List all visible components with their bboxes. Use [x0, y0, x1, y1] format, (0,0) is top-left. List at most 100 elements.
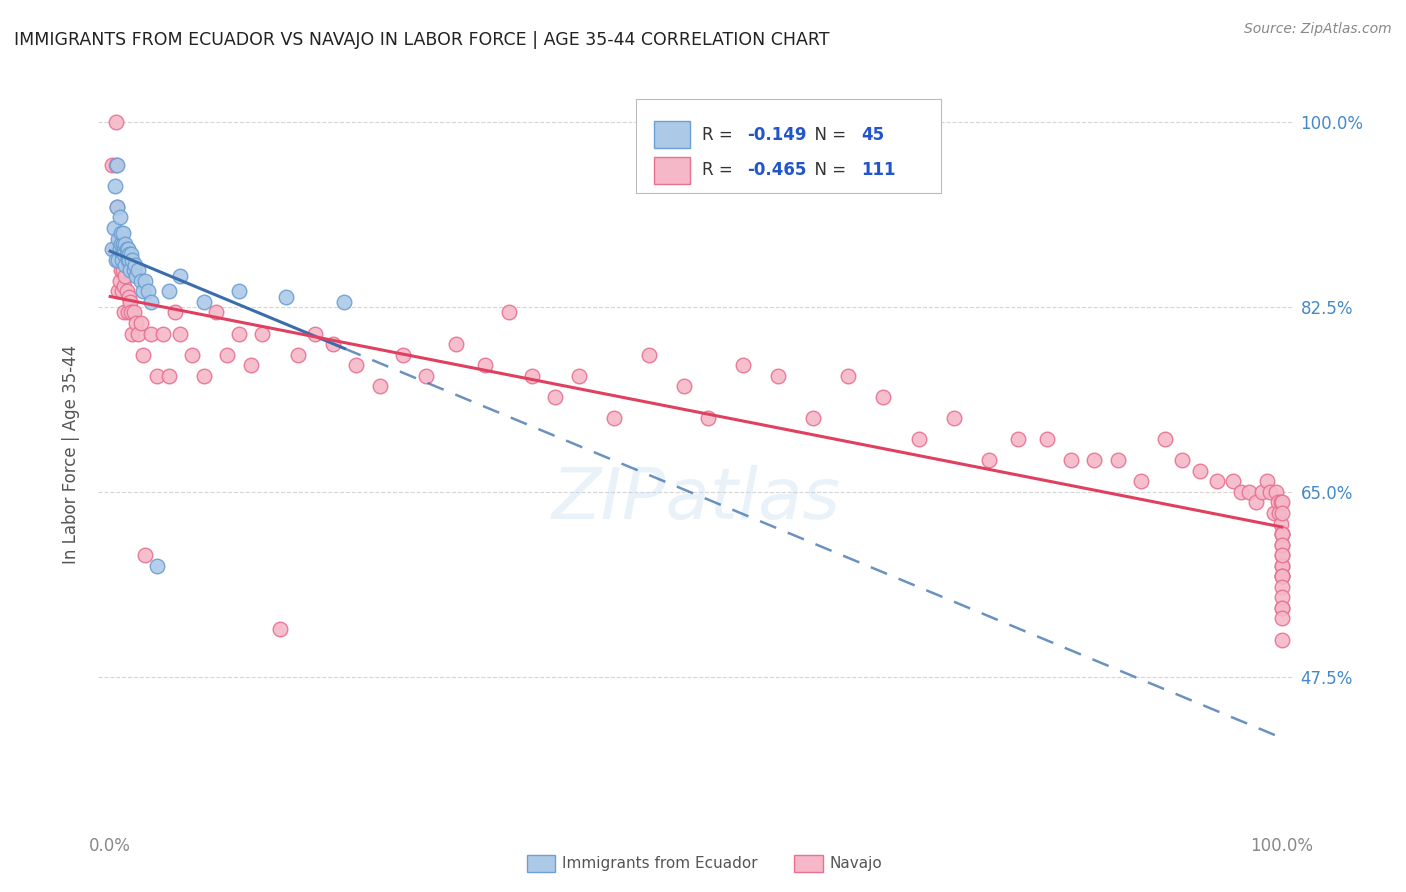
Text: 111: 111	[860, 161, 896, 179]
Point	[1271, 527, 1294, 541]
Text: Source: ZipAtlas.com: Source: ZipAtlas.com	[1244, 22, 1392, 37]
Point	[112, 236, 135, 251]
Point	[110, 227, 132, 241]
Point	[568, 368, 591, 383]
Point	[107, 231, 129, 245]
Point	[115, 242, 138, 256]
Point	[638, 348, 661, 362]
Point	[108, 211, 131, 225]
Point	[696, 411, 718, 425]
Point	[333, 294, 356, 309]
Point	[112, 227, 135, 241]
Point	[1271, 558, 1294, 573]
Point	[1271, 611, 1294, 625]
Point	[105, 200, 128, 214]
Point	[107, 242, 129, 256]
Point	[274, 290, 297, 304]
Point	[115, 247, 138, 261]
Text: Navajo: Navajo	[830, 856, 883, 871]
Point	[127, 326, 149, 341]
Point	[105, 200, 128, 214]
Point	[112, 242, 135, 256]
Point	[118, 247, 141, 261]
Point	[444, 337, 467, 351]
Point	[157, 285, 180, 299]
Point	[1007, 432, 1029, 446]
Point	[344, 358, 367, 372]
Point	[1153, 432, 1175, 446]
Point	[1271, 548, 1294, 562]
Text: Immigrants from Ecuador: Immigrants from Ecuador	[562, 856, 758, 871]
Point	[287, 348, 309, 362]
Point	[120, 247, 142, 261]
Point	[1271, 569, 1294, 583]
Point	[872, 390, 894, 404]
Point	[474, 358, 496, 372]
Point	[252, 326, 274, 341]
Point	[124, 258, 146, 272]
Point	[1206, 475, 1229, 489]
Point	[1258, 484, 1281, 499]
Point	[392, 348, 415, 362]
Point	[146, 558, 169, 573]
Point	[1271, 569, 1294, 583]
Point	[118, 290, 141, 304]
Point	[520, 368, 543, 383]
Point	[977, 453, 1000, 467]
Point	[121, 326, 143, 341]
Point	[122, 263, 145, 277]
Text: R =: R =	[702, 161, 738, 179]
Point	[1271, 527, 1294, 541]
Point	[110, 236, 132, 251]
FancyBboxPatch shape	[654, 157, 690, 184]
Point	[766, 368, 789, 383]
Point	[114, 236, 136, 251]
Point	[169, 268, 191, 283]
Point	[141, 326, 163, 341]
Point	[114, 258, 136, 272]
Point	[129, 316, 152, 330]
Point	[117, 242, 139, 256]
Point	[108, 274, 131, 288]
Point	[204, 305, 226, 319]
Point	[108, 242, 131, 256]
Point	[146, 368, 169, 383]
Y-axis label: In Labor Force | Age 35-44: In Labor Force | Age 35-44	[62, 345, 80, 565]
Point	[118, 252, 141, 267]
Point	[1263, 506, 1285, 520]
Point	[120, 294, 141, 309]
Point	[163, 305, 186, 319]
Point	[942, 411, 965, 425]
Point	[101, 158, 124, 172]
Point	[603, 411, 626, 425]
Point	[193, 368, 215, 383]
Point	[111, 247, 134, 261]
Point	[801, 411, 824, 425]
Text: N =: N =	[804, 126, 851, 144]
Text: N =: N =	[804, 161, 851, 179]
Point	[1265, 484, 1288, 499]
Point	[111, 285, 134, 299]
Point	[134, 548, 156, 562]
Point	[112, 263, 135, 277]
Point	[1271, 527, 1294, 541]
Point	[1271, 538, 1294, 552]
Point	[108, 231, 131, 245]
Point	[228, 326, 250, 341]
Point	[1271, 632, 1294, 647]
Point	[122, 305, 145, 319]
Point	[105, 115, 128, 129]
Point	[217, 348, 239, 362]
Point	[107, 285, 129, 299]
Point	[120, 263, 141, 277]
Point	[169, 326, 191, 341]
Point	[105, 158, 128, 172]
Point	[193, 294, 215, 309]
Point	[121, 252, 143, 267]
Point	[304, 326, 326, 341]
Point	[673, 379, 696, 393]
Point	[1244, 495, 1267, 509]
Point	[107, 252, 129, 267]
Point	[1222, 475, 1244, 489]
Point	[1271, 601, 1294, 615]
